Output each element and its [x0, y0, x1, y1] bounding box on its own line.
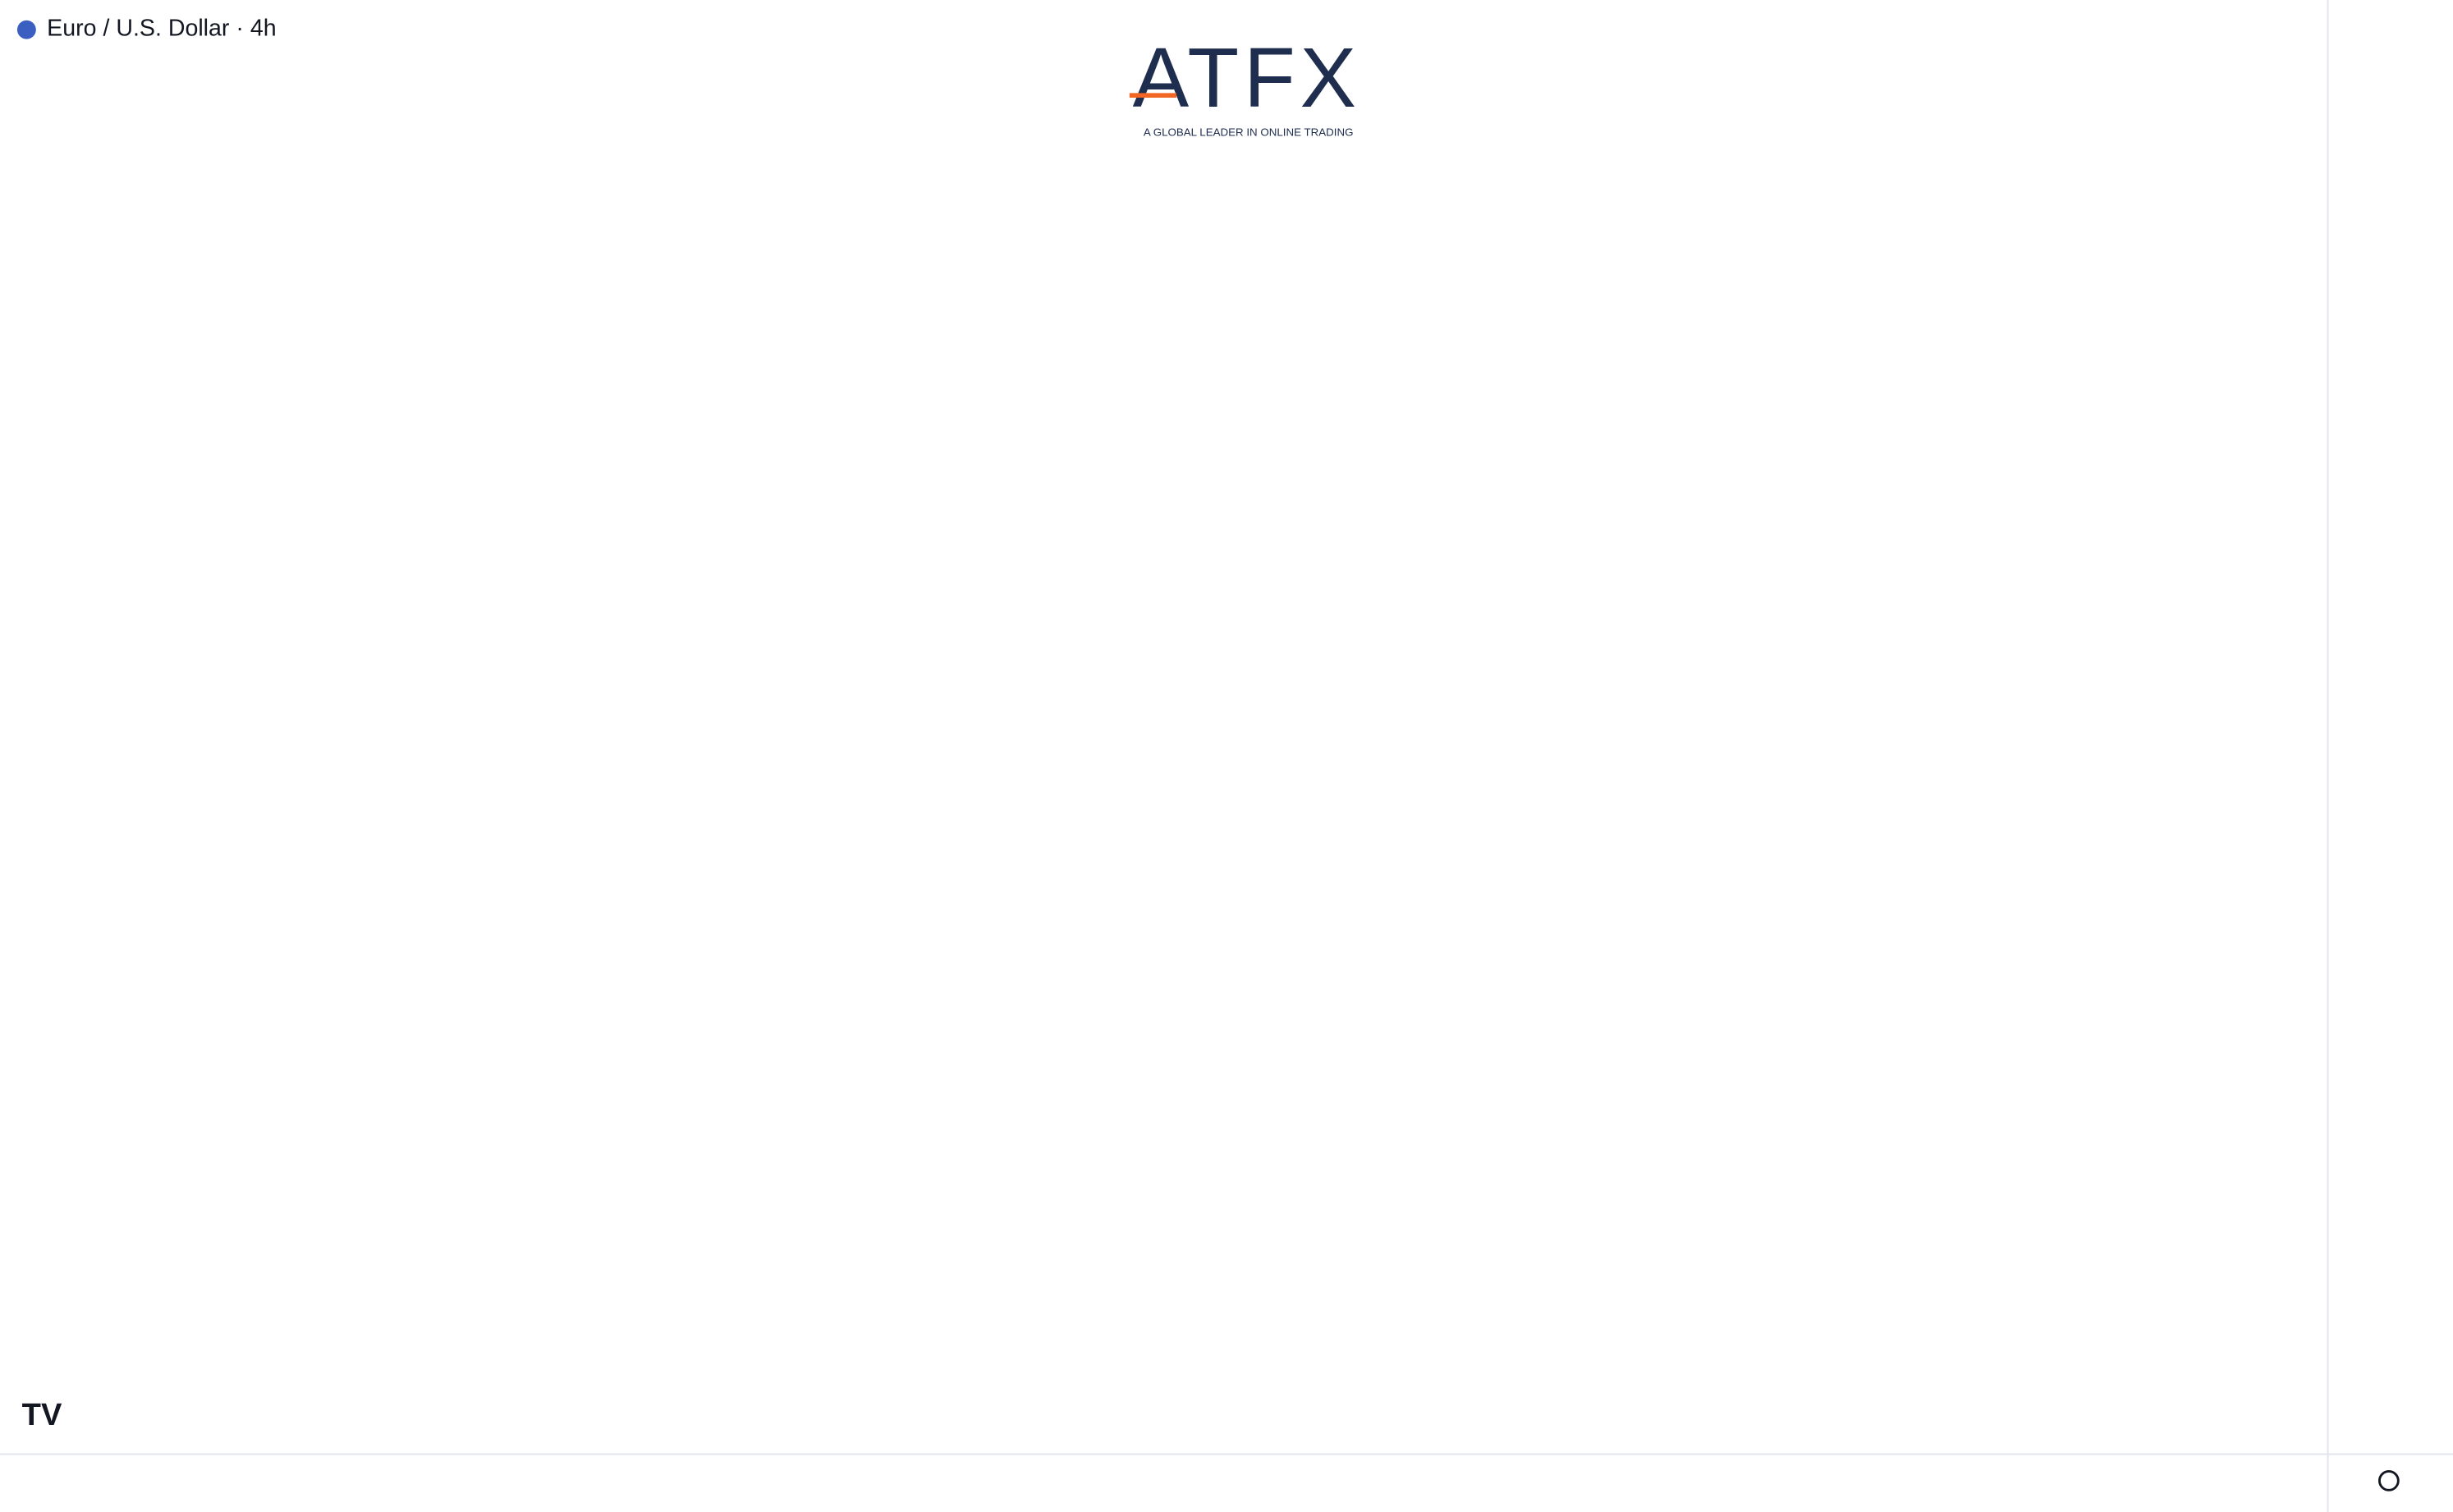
- symbol-title: Euro / U.S. Dollar · 4h: [47, 16, 276, 42]
- settings-icon[interactable]: [2378, 1470, 2400, 1491]
- logo-tagline: A GLOBAL LEADER IN ONLINE TRADING: [1144, 126, 1354, 138]
- tv-logo: TV: [22, 1398, 62, 1432]
- symbol-icon: [16, 20, 36, 39]
- logo: ATFX A GLOBAL LEADER IN ONLINE TRADING: [1129, 30, 1361, 138]
- logo-name: ATFX: [1133, 30, 1361, 125]
